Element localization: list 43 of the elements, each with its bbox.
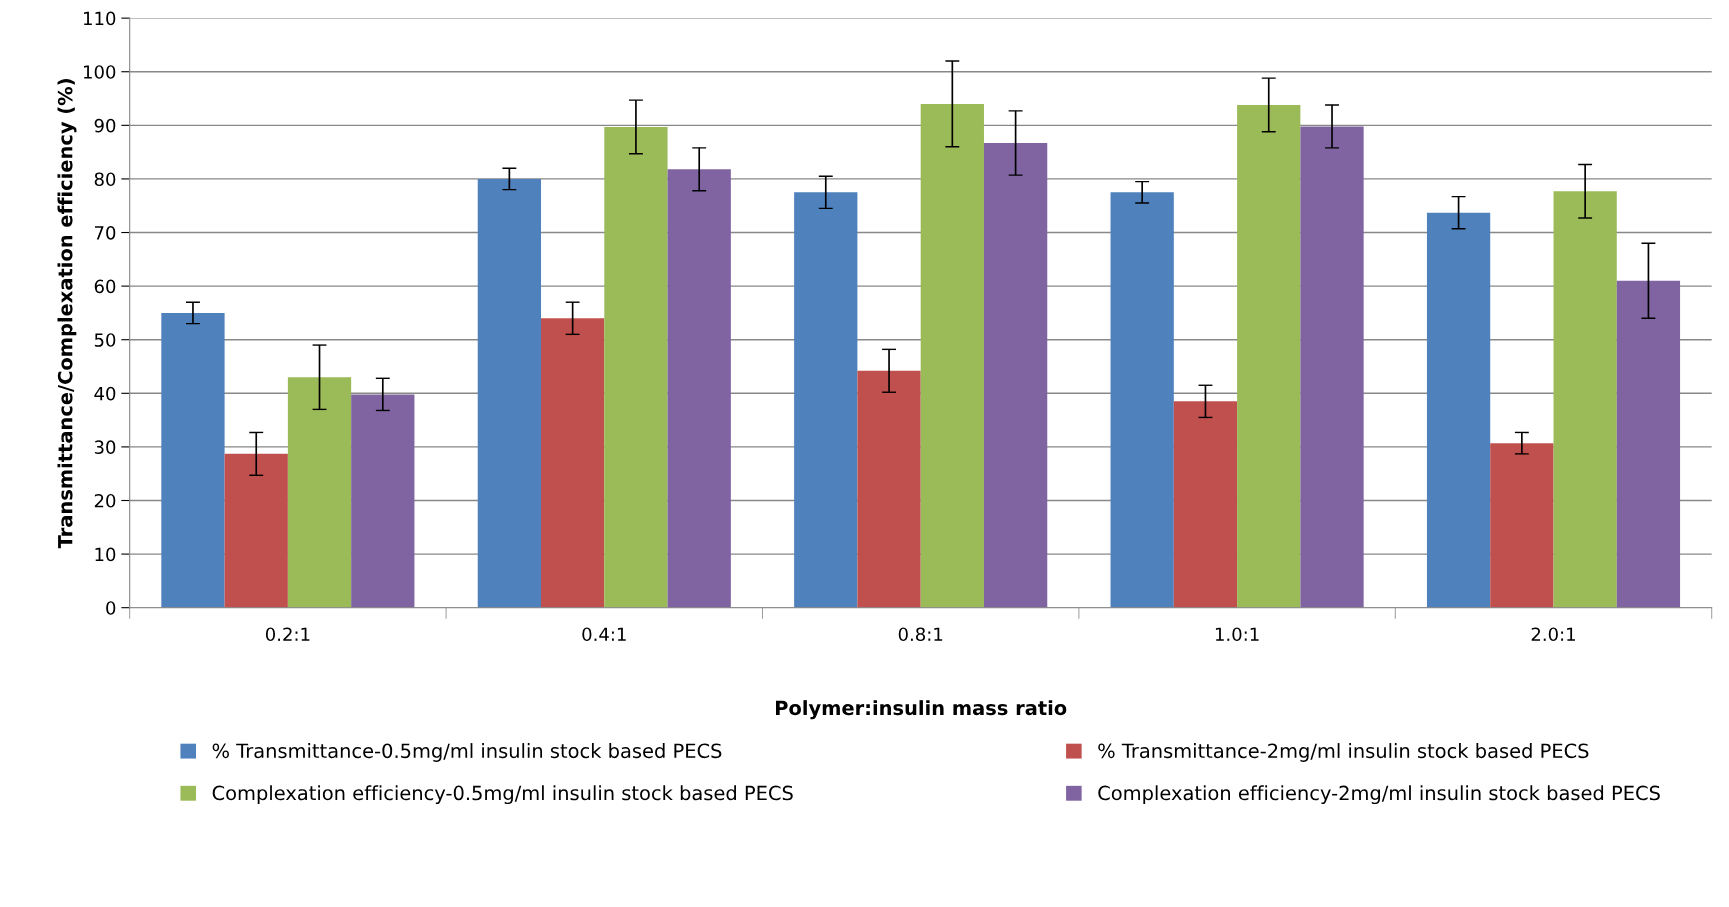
- y-tick-label: 100: [84, 65, 116, 79]
- y-tick-label: 10: [95, 547, 116, 562]
- bar: [857, 370, 921, 608]
- bar: [1616, 280, 1681, 608]
- y-tick-label: 80: [94, 172, 116, 187]
- legend-label: Complexation efficiency-0.5mg/ml insulin stock based PECS: [212, 785, 793, 805]
- x-tick-label: 2.0:1: [1531, 627, 1575, 642]
- bar: [541, 318, 605, 608]
- bar: [1300, 126, 1364, 608]
- bar: [161, 312, 225, 608]
- x-tick-label: 0.8:1: [898, 627, 943, 642]
- y-tick-label: 70: [94, 225, 116, 240]
- y-tick-label: 20: [94, 493, 116, 508]
- legend-label: % Transmittance-0.5mg/ml insulin stock based PECS: [212, 743, 722, 762]
- bar: [920, 103, 984, 608]
- bar: [604, 126, 668, 608]
- y-tick-label: 60: [94, 279, 116, 294]
- bar: [1553, 191, 1617, 608]
- y-axis-title: Transmittance/Complexation efficiency (%): [57, 79, 77, 549]
- bar: [794, 192, 858, 608]
- bar: [667, 169, 731, 608]
- bar: [287, 377, 352, 608]
- legend-label: % Transmittance-2mg/ml insulin stock based PECS: [1098, 743, 1589, 762]
- bar: [224, 453, 288, 608]
- y-tick-label: 30: [94, 440, 116, 455]
- y-tick-label: 90: [94, 118, 116, 133]
- y-tick-label: 50: [94, 333, 116, 347]
- bar: [1426, 212, 1491, 608]
- bar: [351, 394, 415, 608]
- bar: [1173, 401, 1238, 608]
- bar: [1237, 104, 1301, 608]
- bar: [1110, 192, 1174, 608]
- bar: [477, 178, 541, 608]
- bar: [983, 143, 1048, 608]
- bar: [1490, 443, 1554, 608]
- x-axis-title: Polymer:insulin mass ratio: [776, 700, 1067, 720]
- y-tick-label: 40: [94, 386, 116, 401]
- x-tick-label: 1.0:1: [1215, 627, 1259, 642]
- y-tick-label: 110: [84, 11, 116, 26]
- legend-label: Complexation efficiency-2mg/ml insulin stock based PECS: [1098, 785, 1660, 805]
- x-tick-label: 0.2:1: [265, 627, 310, 642]
- y-tick-label: 0: [106, 601, 116, 615]
- x-tick-label: 0.4:1: [582, 627, 626, 642]
